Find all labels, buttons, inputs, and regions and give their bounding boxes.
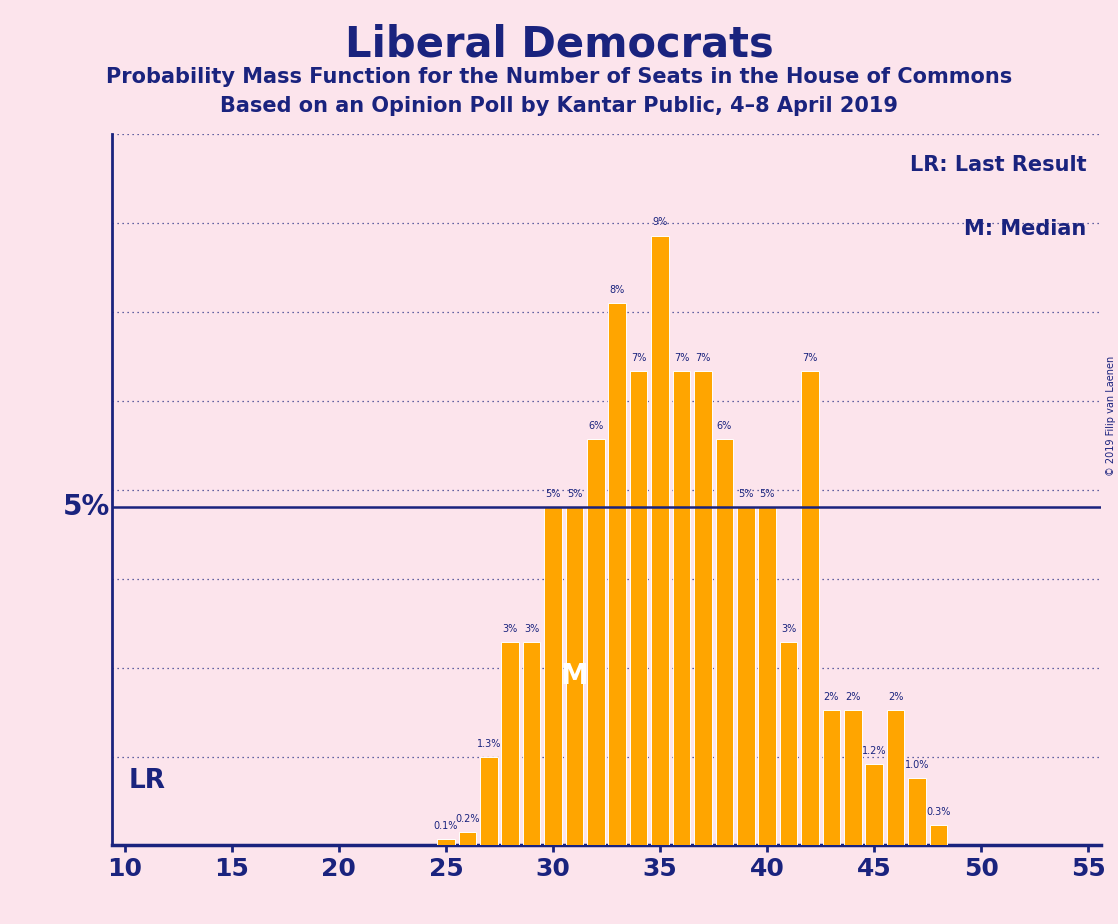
Bar — [480, 758, 498, 845]
Text: 7%: 7% — [631, 353, 646, 363]
Bar — [716, 439, 733, 845]
Bar — [802, 371, 818, 845]
Text: 3%: 3% — [524, 624, 539, 634]
Text: 0.2%: 0.2% — [455, 814, 480, 824]
Text: 5%: 5% — [63, 492, 110, 520]
Bar — [844, 710, 862, 845]
Text: 3%: 3% — [502, 624, 518, 634]
Text: 7%: 7% — [695, 353, 711, 363]
Text: 2%: 2% — [845, 692, 861, 702]
Bar — [608, 303, 626, 845]
Bar — [737, 506, 755, 845]
Text: © 2019 Filip van Laenen: © 2019 Filip van Laenen — [1106, 356, 1116, 476]
Bar — [566, 506, 584, 845]
Text: 8%: 8% — [609, 286, 625, 296]
Bar — [779, 642, 797, 845]
Bar — [523, 642, 540, 845]
Text: 2%: 2% — [888, 692, 903, 702]
Bar — [694, 371, 712, 845]
Text: 7%: 7% — [803, 353, 817, 363]
Bar — [437, 839, 455, 845]
Bar — [458, 832, 476, 845]
Bar — [930, 825, 947, 845]
Text: 2%: 2% — [824, 692, 840, 702]
Text: 6%: 6% — [717, 420, 732, 431]
Bar — [865, 764, 883, 845]
Text: 9%: 9% — [653, 217, 667, 227]
Bar — [887, 710, 904, 845]
Text: 3%: 3% — [781, 624, 796, 634]
Text: 5%: 5% — [759, 489, 775, 499]
Text: M: Median: M: Median — [964, 219, 1087, 239]
Text: 1.0%: 1.0% — [904, 760, 929, 770]
Text: 1.3%: 1.3% — [476, 739, 501, 749]
Text: Probability Mass Function for the Number of Seats in the House of Commons: Probability Mass Function for the Number… — [106, 67, 1012, 87]
Bar — [758, 506, 776, 845]
Text: 5%: 5% — [567, 489, 582, 499]
Text: 6%: 6% — [588, 420, 604, 431]
Text: 1.2%: 1.2% — [862, 746, 887, 756]
Text: Liberal Democrats: Liberal Democrats — [344, 23, 774, 65]
Bar — [501, 642, 519, 845]
Text: 0.3%: 0.3% — [927, 807, 950, 817]
Bar — [587, 439, 605, 845]
Text: 0.1%: 0.1% — [434, 821, 458, 831]
Bar — [544, 506, 561, 845]
Text: LR: LR — [129, 768, 165, 794]
Text: Based on an Opinion Poll by Kantar Public, 4–8 April 2019: Based on an Opinion Poll by Kantar Publi… — [220, 96, 898, 116]
Text: 5%: 5% — [738, 489, 754, 499]
Bar — [652, 236, 669, 845]
Text: LR: Last Result: LR: Last Result — [910, 155, 1087, 176]
Bar — [908, 778, 926, 845]
Text: 7%: 7% — [674, 353, 689, 363]
Text: 5%: 5% — [546, 489, 560, 499]
Bar — [823, 710, 840, 845]
Text: M: M — [560, 663, 588, 690]
Bar — [673, 371, 690, 845]
Bar — [629, 371, 647, 845]
